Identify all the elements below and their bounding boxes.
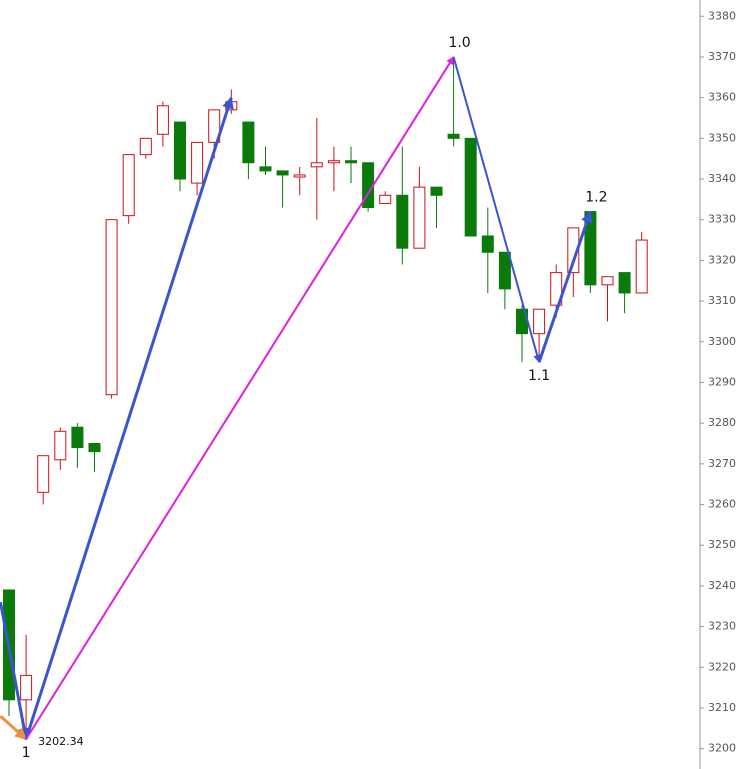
candle-body bbox=[635, 239, 648, 294]
candle-body bbox=[208, 109, 221, 143]
candle-body bbox=[464, 137, 477, 237]
candle-body bbox=[71, 426, 84, 449]
candle-body bbox=[156, 105, 169, 135]
candle-body bbox=[88, 442, 101, 453]
candle-body bbox=[122, 154, 135, 217]
wave-arrow bbox=[0, 601, 31, 741]
y-tick-label: 3290 bbox=[708, 375, 736, 388]
candle-body bbox=[293, 174, 306, 178]
y-tick-label: 3270 bbox=[708, 457, 736, 470]
y-tick-label: 3200 bbox=[708, 742, 736, 755]
y-tick-label: 3370 bbox=[708, 50, 736, 63]
candle-body bbox=[481, 235, 494, 253]
y-tick-label: 3330 bbox=[708, 213, 736, 226]
y-tick-label: 3340 bbox=[708, 172, 736, 185]
wave-arrow bbox=[24, 96, 234, 740]
candle-body bbox=[54, 430, 67, 461]
candle-body bbox=[174, 121, 186, 180]
annotation: 1.0 bbox=[448, 35, 470, 51]
candle-body bbox=[601, 276, 614, 286]
y-tick-label: 3360 bbox=[708, 91, 736, 104]
y-tick-label: 3230 bbox=[708, 620, 736, 633]
candle-body bbox=[191, 141, 204, 184]
wave-arrow bbox=[537, 210, 593, 363]
y-tick-label: 3250 bbox=[708, 538, 736, 551]
y-tick-label: 3380 bbox=[708, 9, 736, 22]
y-tick-label: 3210 bbox=[708, 701, 736, 714]
y-tick-label: 3220 bbox=[708, 660, 736, 673]
annotation: 1.2 bbox=[585, 190, 607, 206]
candle-body bbox=[533, 308, 546, 335]
candle-body bbox=[259, 166, 272, 172]
candle-body bbox=[20, 674, 33, 701]
annotation: 1 bbox=[22, 745, 31, 761]
annotation: 3202.34 bbox=[38, 735, 84, 748]
y-tick-label: 3280 bbox=[708, 416, 736, 429]
candle-body bbox=[345, 160, 357, 164]
candle-body bbox=[618, 272, 631, 294]
candle-body bbox=[498, 251, 511, 290]
annotation: 1.1 bbox=[528, 368, 550, 384]
y-tick-label: 3260 bbox=[708, 498, 736, 511]
y-tick-label: 3350 bbox=[708, 131, 736, 144]
candle-body bbox=[379, 194, 392, 204]
wave-arrow bbox=[452, 56, 542, 363]
candle-body bbox=[447, 133, 460, 139]
wave-arrow bbox=[0, 714, 28, 741]
candle-body bbox=[396, 194, 409, 249]
candle-body bbox=[139, 137, 152, 156]
y-tick-label: 3310 bbox=[708, 294, 736, 307]
candle-body bbox=[550, 272, 563, 306]
y-tick-label: 3320 bbox=[708, 253, 736, 266]
candle-body bbox=[276, 170, 289, 176]
candle-body bbox=[242, 121, 255, 164]
y-tick-label: 3240 bbox=[708, 579, 736, 592]
y-tick-label: 3300 bbox=[708, 335, 736, 348]
candle-body bbox=[310, 162, 323, 168]
candle-body bbox=[37, 455, 50, 493]
candle-body bbox=[430, 186, 443, 196]
wave-arrow bbox=[25, 56, 455, 740]
candle-body bbox=[413, 186, 426, 249]
candle-body bbox=[105, 219, 118, 396]
candle-body bbox=[327, 160, 340, 164]
